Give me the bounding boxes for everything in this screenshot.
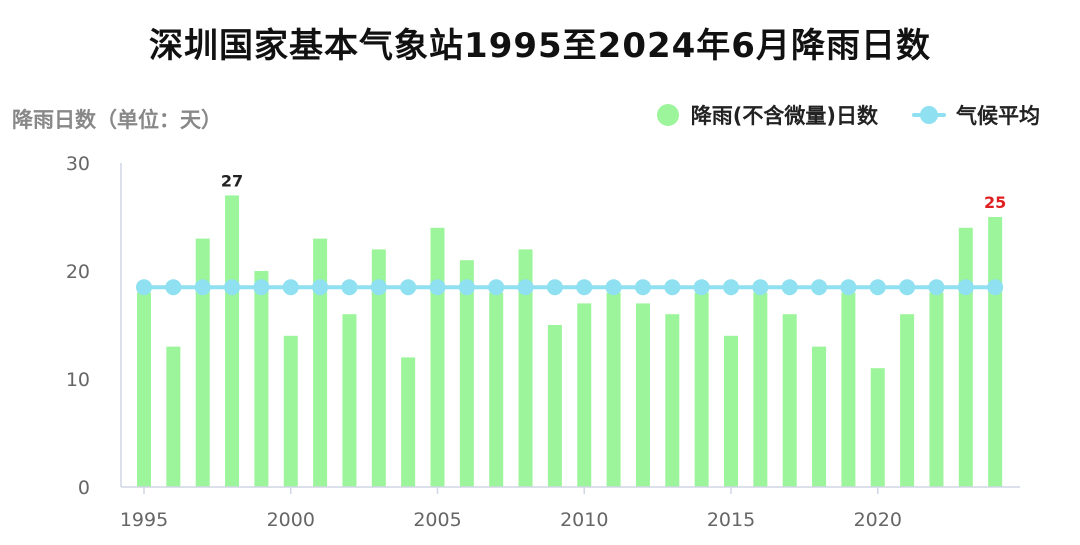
average-point-2007 — [488, 279, 505, 296]
bar-2016 — [753, 292, 768, 487]
data-label-1998: 27 — [221, 171, 243, 190]
bar-2007 — [489, 292, 504, 487]
legend-swatch-rain-days — [656, 104, 679, 126]
x-tick-label-2005: 2005 — [413, 509, 461, 531]
y-axis: 0 10 20 30 — [66, 153, 90, 499]
average-point-2008 — [517, 279, 534, 296]
bar-2020 — [870, 368, 885, 487]
average-point-1999 — [253, 279, 270, 296]
average-point-2022 — [928, 279, 945, 296]
data-label-2024: 25 — [984, 193, 1006, 212]
average-point-2020 — [869, 279, 886, 296]
average-point-1996 — [165, 279, 182, 296]
average-point-2017 — [781, 279, 798, 296]
average-point-2010 — [576, 279, 593, 296]
x-tick-label-2015: 2015 — [707, 509, 755, 531]
average-point-2014 — [693, 279, 710, 296]
x-tick-label-2000: 2000 — [267, 509, 315, 531]
average-point-2006 — [458, 279, 475, 296]
bar-1995 — [137, 292, 151, 487]
y-tick-label-10: 10 — [66, 369, 90, 391]
bar-2008 — [518, 249, 533, 487]
bar-2003 — [371, 249, 386, 487]
data-labels: 27 25 — [221, 171, 1006, 212]
y-tick-label-30: 30 — [66, 153, 90, 175]
average-point-2001 — [312, 279, 329, 296]
average-point-2013 — [664, 279, 681, 296]
average-point-2004 — [400, 279, 417, 296]
bar-2023 — [958, 227, 973, 488]
legend-label-climate-average: 气候平均 — [956, 104, 1040, 128]
legend-item-climate-average[interactable]: 气候平均 — [912, 100, 1040, 130]
bar-2001 — [313, 238, 328, 487]
average-point-2024 — [987, 279, 1004, 296]
average-point-1997 — [194, 279, 211, 296]
average-point-2018 — [811, 279, 828, 296]
average-point-2003 — [370, 279, 387, 296]
average-point-1998 — [224, 279, 241, 296]
bar-1997 — [195, 238, 210, 487]
legend-swatch-climate-average — [912, 104, 946, 126]
axes — [120, 163, 1020, 488]
legend-item-rain-days[interactable]: 降雨(不含微量)日数 — [656, 100, 878, 130]
average-point-2012 — [634, 279, 651, 296]
x-tick-label-2010: 2010 — [560, 509, 608, 531]
average-point-2002 — [341, 279, 358, 296]
y-axis-label: 降雨日数（单位：天） — [12, 108, 222, 132]
average-point-2023 — [957, 279, 974, 296]
chart-title: 深圳国家基本气象站1995至2024年6月降雨日数 — [149, 26, 931, 66]
average-point-2011 — [605, 279, 622, 296]
bar-2002 — [342, 314, 357, 487]
bar-2005 — [430, 227, 445, 488]
x-axis: 1995 2000 2005 2010 2015 2020 — [120, 487, 902, 531]
x-tick-label-1995: 1995 — [120, 509, 168, 531]
average-point-2016 — [752, 279, 769, 296]
bar-2022 — [929, 292, 944, 487]
bar-2018 — [812, 346, 827, 487]
average-point-1995 — [136, 279, 152, 296]
bar-2014 — [694, 292, 709, 487]
bar-2024 — [988, 217, 1003, 487]
bar-series — [137, 195, 1003, 488]
bar-2011 — [606, 292, 621, 487]
y-tick-label-20: 20 — [66, 261, 90, 283]
bar-2004 — [401, 357, 416, 487]
bar-2000 — [283, 335, 298, 487]
bar-2019 — [841, 292, 856, 487]
y-tick-label-0: 0 — [78, 477, 90, 499]
bar-1996 — [166, 346, 181, 487]
bar-2017 — [782, 314, 797, 487]
x-tick-label-2020: 2020 — [854, 509, 902, 531]
legend: 降雨(不含微量)日数 气候平均 — [623, 100, 1040, 130]
bar-2013 — [665, 314, 680, 487]
average-point-2015 — [723, 279, 739, 296]
bar-2015 — [724, 335, 738, 487]
bar-1999 — [254, 271, 269, 487]
average-point-2000 — [282, 279, 299, 296]
bar-2010 — [577, 303, 592, 487]
bar-2021 — [900, 314, 915, 487]
legend-label-rain-days: 降雨(不含微量)日数 — [690, 104, 878, 128]
bar-2012 — [635, 303, 650, 487]
average-point-2009 — [546, 279, 563, 296]
average-line-series — [136, 279, 1004, 296]
average-point-2019 — [840, 279, 857, 296]
average-point-2021 — [899, 279, 916, 296]
average-point-2005 — [429, 279, 446, 296]
bar-2006 — [459, 260, 474, 487]
bar-2009 — [547, 325, 562, 487]
bar-1998 — [225, 195, 240, 487]
